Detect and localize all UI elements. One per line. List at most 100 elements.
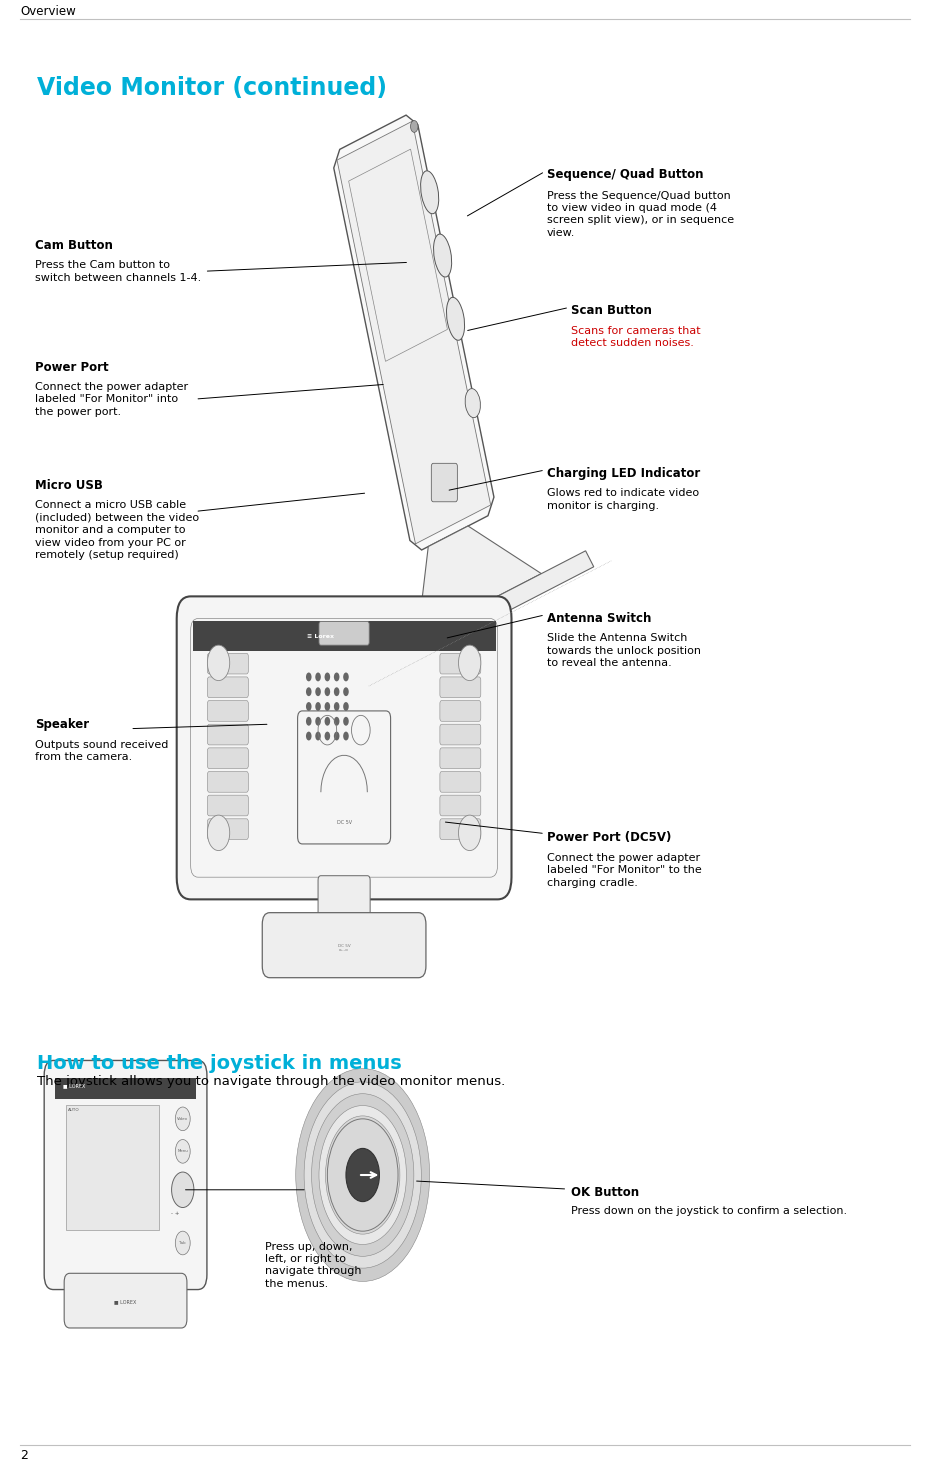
- Circle shape: [325, 717, 330, 726]
- FancyBboxPatch shape: [45, 1061, 206, 1289]
- Text: ■ LOREX: ■ LOREX: [114, 1299, 137, 1304]
- Circle shape: [312, 1094, 414, 1256]
- Circle shape: [315, 672, 321, 681]
- Circle shape: [325, 687, 330, 696]
- FancyBboxPatch shape: [64, 1274, 187, 1329]
- Text: Connect the power adapter
labeled "For Monitor" to the
charging cradle.: Connect the power adapter labeled "For M…: [547, 853, 701, 888]
- Circle shape: [332, 1126, 393, 1224]
- FancyBboxPatch shape: [440, 748, 481, 769]
- FancyBboxPatch shape: [207, 748, 248, 769]
- Circle shape: [175, 1140, 191, 1163]
- Text: Cam Button: Cam Button: [35, 239, 113, 253]
- Circle shape: [315, 732, 321, 740]
- FancyBboxPatch shape: [440, 677, 481, 698]
- Circle shape: [175, 1107, 191, 1131]
- Circle shape: [343, 687, 349, 696]
- FancyBboxPatch shape: [177, 597, 512, 899]
- FancyBboxPatch shape: [207, 677, 248, 698]
- Circle shape: [319, 1106, 406, 1244]
- Polygon shape: [391, 551, 593, 672]
- Text: Press the Sequence/Quad button
to view video in quad mode (4
screen split view),: Press the Sequence/Quad button to view v…: [547, 191, 734, 238]
- Text: Speaker: Speaker: [35, 718, 89, 732]
- Text: Connect the power adapter
labeled "For Monitor" into
the power port.: Connect the power adapter labeled "For M…: [35, 383, 189, 417]
- Text: Overview: Overview: [20, 6, 76, 18]
- Text: Scans for cameras that
detect sudden noises.: Scans for cameras that detect sudden noi…: [571, 327, 700, 349]
- FancyBboxPatch shape: [207, 653, 248, 674]
- Circle shape: [343, 732, 349, 740]
- Circle shape: [171, 1172, 193, 1208]
- Text: Video: Video: [178, 1117, 188, 1120]
- Circle shape: [325, 702, 330, 711]
- Circle shape: [458, 646, 481, 680]
- Text: Micro USB: Micro USB: [35, 479, 103, 492]
- Text: Power Port: Power Port: [35, 361, 109, 374]
- Circle shape: [175, 1231, 191, 1255]
- Circle shape: [339, 1137, 387, 1213]
- Circle shape: [343, 672, 349, 681]
- Ellipse shape: [420, 171, 439, 214]
- Circle shape: [343, 717, 349, 726]
- Text: Antenna Switch: Antenna Switch: [547, 612, 651, 625]
- Circle shape: [315, 717, 321, 726]
- Circle shape: [315, 702, 321, 711]
- Circle shape: [207, 646, 230, 680]
- FancyBboxPatch shape: [440, 724, 481, 745]
- Circle shape: [334, 717, 339, 726]
- FancyBboxPatch shape: [318, 876, 370, 930]
- Text: Press the Cam button to
switch between channels 1-4.: Press the Cam button to switch between c…: [35, 260, 202, 282]
- Circle shape: [334, 687, 339, 696]
- Circle shape: [306, 732, 312, 740]
- Text: 2: 2: [20, 1448, 28, 1462]
- Circle shape: [306, 672, 312, 681]
- Polygon shape: [334, 115, 494, 550]
- FancyBboxPatch shape: [262, 913, 426, 978]
- FancyBboxPatch shape: [440, 819, 481, 840]
- Text: OK Button: OK Button: [571, 1185, 639, 1199]
- Polygon shape: [337, 121, 491, 544]
- Circle shape: [458, 816, 481, 851]
- FancyBboxPatch shape: [440, 795, 481, 816]
- FancyBboxPatch shape: [56, 1079, 195, 1100]
- Text: The joystick allows you to navigate through the video monitor menus.: The joystick allows you to navigate thro…: [37, 1075, 505, 1088]
- Ellipse shape: [465, 389, 481, 418]
- Text: Power Port (DC5V): Power Port (DC5V): [547, 831, 671, 844]
- Circle shape: [325, 672, 330, 681]
- Circle shape: [343, 702, 349, 711]
- Text: Scan Button: Scan Button: [571, 304, 652, 318]
- Ellipse shape: [433, 234, 452, 276]
- Circle shape: [346, 1148, 379, 1202]
- Text: Tab: Tab: [179, 1242, 186, 1244]
- Text: Menu: Menu: [178, 1150, 188, 1153]
- Text: Connect a micro USB cable
(included) between the video
monitor and a computer to: Connect a micro USB cable (included) bet…: [35, 501, 199, 560]
- Ellipse shape: [446, 297, 465, 340]
- Circle shape: [306, 717, 312, 726]
- Circle shape: [326, 1116, 400, 1234]
- Text: Outputs sound received
from the camera.: Outputs sound received from the camera.: [35, 740, 168, 763]
- FancyBboxPatch shape: [207, 819, 248, 840]
- Polygon shape: [418, 526, 541, 637]
- FancyBboxPatch shape: [207, 701, 248, 721]
- Circle shape: [306, 687, 312, 696]
- Circle shape: [304, 1082, 421, 1268]
- Text: DC 5V: DC 5V: [337, 820, 352, 825]
- Text: ≡ Lorex: ≡ Lorex: [307, 634, 334, 638]
- Circle shape: [334, 672, 339, 681]
- Circle shape: [296, 1069, 430, 1281]
- Circle shape: [207, 816, 230, 851]
- Circle shape: [315, 687, 321, 696]
- Text: Charging LED Indicator: Charging LED Indicator: [547, 467, 700, 480]
- Circle shape: [306, 702, 312, 711]
- Text: Press up, down,
left, or right to
navigate through
the menus.: Press up, down, left, or right to naviga…: [265, 1242, 362, 1289]
- Circle shape: [334, 732, 339, 740]
- Text: ■ LOREX: ■ LOREX: [63, 1083, 86, 1088]
- Circle shape: [325, 732, 330, 740]
- Text: AUTO: AUTO: [69, 1108, 80, 1111]
- FancyBboxPatch shape: [319, 622, 369, 646]
- Text: Press down on the joystick to confirm a selection.: Press down on the joystick to confirm a …: [571, 1206, 847, 1216]
- FancyBboxPatch shape: [440, 701, 481, 721]
- FancyBboxPatch shape: [207, 724, 248, 745]
- Text: Video Monitor (continued): Video Monitor (continued): [37, 77, 387, 101]
- Text: Sequence/ Quad Button: Sequence/ Quad Button: [547, 168, 703, 182]
- FancyBboxPatch shape: [193, 622, 496, 650]
- Text: Glows red to indicate video
monitor is charging.: Glows red to indicate video monitor is c…: [547, 488, 699, 511]
